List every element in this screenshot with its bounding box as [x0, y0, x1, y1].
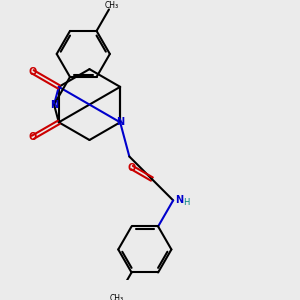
- Text: N: N: [50, 100, 58, 110]
- Text: CH₃: CH₃: [104, 1, 118, 10]
- Text: O: O: [28, 67, 37, 77]
- Text: N: N: [116, 117, 124, 127]
- Text: O: O: [28, 132, 37, 142]
- Text: H: H: [183, 198, 189, 207]
- Text: CH₃: CH₃: [109, 294, 123, 300]
- Text: N: N: [175, 195, 183, 206]
- Text: O: O: [128, 163, 136, 172]
